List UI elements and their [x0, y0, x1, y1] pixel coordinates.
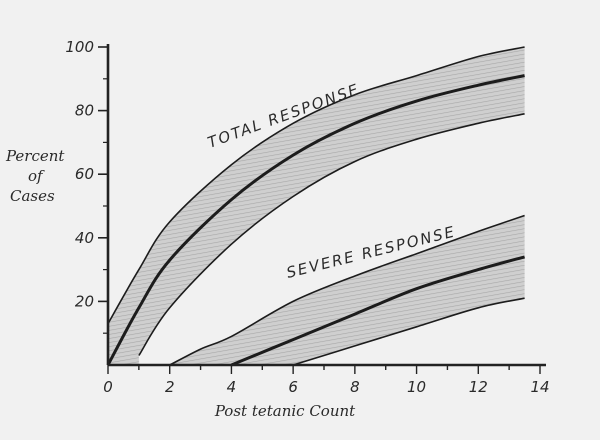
x-tick-label-12: 12 [469, 378, 488, 396]
y-axis-title-line-3: Cases [10, 187, 55, 205]
y-tick-label-40: 40 [75, 229, 94, 247]
y-tick-label-20: 20 [75, 292, 94, 310]
severe-response-band [169, 215, 525, 365]
x-tick-label-8: 8 [350, 378, 360, 396]
y-axis-title-line-1: Percent [5, 147, 65, 165]
x-tick-label-14: 14 [530, 378, 549, 396]
lines-layer [106, 46, 525, 367]
severe-lower-line [292, 297, 525, 366]
bands-layer [108, 47, 525, 365]
x-tick-label-10: 10 [407, 378, 426, 396]
x-tick-label-4: 4 [227, 378, 237, 396]
severe-center-line [230, 255, 525, 367]
x-tick-label-0: 0 [103, 378, 113, 396]
total-upper-line [107, 46, 525, 325]
y-tick-label-60: 60 [75, 165, 94, 183]
x-tick-label-2: 2 [165, 378, 175, 396]
total-response-band [108, 47, 525, 365]
y-tick-label-100: 100 [65, 38, 94, 56]
severe-upper-line [169, 214, 525, 366]
axes-layer: 20 40 60 80 100 0 2 4 6 8 10 12 14 [65, 38, 549, 396]
y-tick-label-80: 80 [75, 102, 94, 120]
total-center-line [106, 74, 525, 366]
y-axis-title-line-2: of [28, 167, 45, 185]
x-axis-title: Post tetanic Count [214, 402, 356, 420]
total-lower-line [138, 113, 525, 356]
x-tick-label-6: 6 [288, 378, 298, 396]
